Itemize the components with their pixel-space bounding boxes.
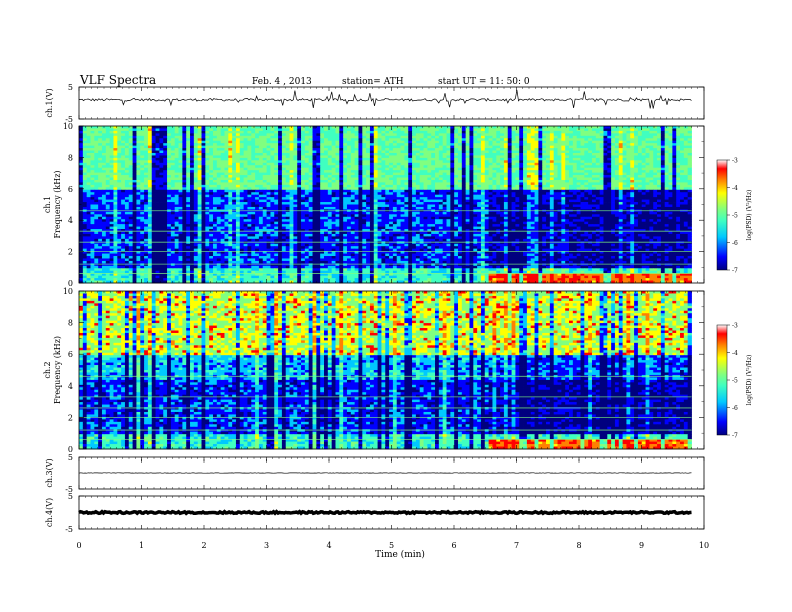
x-tick-label: 8 bbox=[576, 541, 581, 550]
y-tick-label: 10 bbox=[63, 122, 73, 131]
y-axis-label: Frequency (kHz) bbox=[53, 170, 62, 238]
x-tick-label: 4 bbox=[326, 541, 331, 550]
colorbar-tick-label: -6 bbox=[732, 405, 738, 412]
colorbar-tick-label: -7 bbox=[732, 433, 738, 440]
colorbar-tick-label: -6 bbox=[732, 240, 738, 247]
x-tick-label: 1 bbox=[139, 541, 144, 550]
y-tick-label: 2 bbox=[68, 248, 73, 257]
waveform-trace bbox=[79, 512, 692, 514]
y-tick-label: 6 bbox=[68, 350, 73, 359]
y-tick-label: 10 bbox=[63, 287, 73, 296]
y-axis-label: ch.4(V) bbox=[45, 498, 54, 527]
ch1-waveform-panel: 5-5ch.1(V) bbox=[45, 83, 704, 124]
y-tick-label: 5 bbox=[68, 83, 73, 92]
y-tick-label: 8 bbox=[68, 153, 73, 162]
y-tick-label: 2 bbox=[68, 413, 73, 422]
x-tick-label: 9 bbox=[639, 541, 644, 550]
y-tick-label: 4 bbox=[68, 216, 73, 225]
y-axis-label: Frequency (kHz) bbox=[53, 336, 62, 404]
y-axis-label: ch.3(V) bbox=[45, 458, 54, 487]
ch1-colorbar: -3 -4 -5 -6 -7 log(PSD) (V²/Hz) bbox=[717, 158, 753, 275]
y-tick-label: 6 bbox=[68, 185, 73, 194]
colorbar-scale bbox=[717, 160, 727, 270]
colorbar-scale bbox=[717, 325, 727, 435]
colorbar-tick-label: -3 bbox=[732, 158, 738, 165]
x-tick-label: 0 bbox=[76, 541, 81, 550]
waveform-trace bbox=[79, 90, 692, 109]
x-tick-label: 10 bbox=[699, 541, 709, 550]
x-tick-label: 7 bbox=[514, 541, 519, 550]
figure-title: VLF Spectra bbox=[79, 73, 156, 87]
y-axis-label: ch.2 bbox=[43, 361, 52, 378]
x-tick-label: 5 bbox=[389, 541, 394, 550]
colorbar-tick-label: -4 bbox=[732, 350, 738, 357]
colorbar-tick-label: -3 bbox=[732, 323, 738, 330]
x-axis-label: Time (min) bbox=[375, 549, 425, 560]
ch3-waveform-panel: 5-5ch.3(V) bbox=[45, 453, 704, 494]
station-label: station= ATH bbox=[342, 77, 404, 87]
colorbar-label: log(PSD) (V²/Hz) bbox=[746, 355, 753, 406]
y-tick-label: 5 bbox=[68, 453, 73, 462]
y-tick-label: 8 bbox=[68, 319, 73, 328]
y-tick-label: -5 bbox=[65, 525, 73, 534]
y-axis-label: ch.1(V) bbox=[45, 88, 54, 117]
y-tick-label: 5 bbox=[68, 492, 73, 501]
colorbar-tick-label: -4 bbox=[732, 185, 738, 192]
start-time-label: start UT = 11: 50: 0 bbox=[438, 77, 530, 87]
time-axis: 0 1 2 3 4 5 6 7 8 9 10 bbox=[76, 541, 709, 550]
ch2-colorbar: -3 -4 -5 -6 -7 log(PSD) (V²/Hz) bbox=[717, 323, 753, 440]
colorbar-tick-label: -5 bbox=[732, 213, 738, 220]
spectrogram-cells bbox=[79, 126, 692, 283]
spectrogram-cells bbox=[79, 291, 692, 449]
y-tick-label: 4 bbox=[68, 382, 73, 391]
y-axis-label: ch.1 bbox=[43, 196, 52, 213]
x-tick-label: 2 bbox=[201, 541, 206, 550]
colorbar-label: log(PSD) (V²/Hz) bbox=[746, 190, 753, 241]
colorbar-tick-label: -5 bbox=[732, 378, 738, 385]
date-label: Feb. 4 , 2013 bbox=[252, 77, 312, 87]
colorbar-tick-label: -7 bbox=[732, 268, 738, 275]
ch4-waveform-panel: 5 -5 ch.4(V) bbox=[45, 492, 704, 534]
x-tick-label: 6 bbox=[451, 541, 456, 550]
x-tick-label: 3 bbox=[264, 541, 269, 550]
